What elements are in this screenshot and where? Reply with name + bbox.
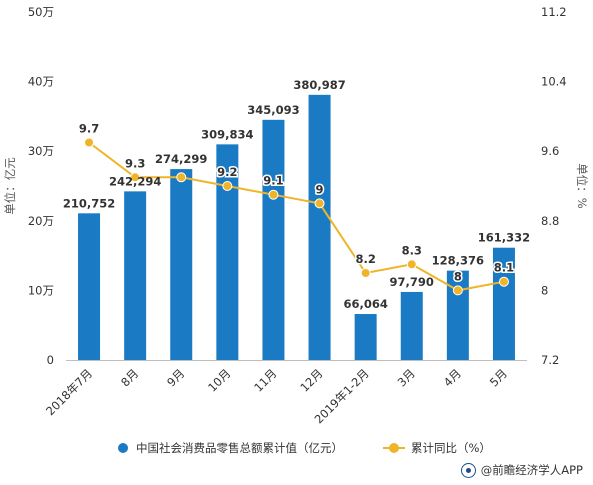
y-left-tick-label: 30万 bbox=[28, 144, 54, 158]
line-data-label: 8 bbox=[454, 269, 462, 283]
line-point bbox=[406, 259, 417, 270]
legend-bar-label: 中国社会消费品零售总额累计值（亿元） bbox=[136, 441, 343, 455]
bar-data-label: 66,064 bbox=[343, 297, 387, 311]
x-tick-label: 2018年7月 bbox=[43, 366, 95, 418]
legend-bar-swatch bbox=[118, 443, 128, 453]
bar-data-label: 345,093 bbox=[247, 103, 299, 117]
x-tick-label: 10月 bbox=[205, 366, 233, 394]
bar-data-label: 128,376 bbox=[432, 254, 484, 268]
y-right-tick-label: 11.2 bbox=[541, 5, 567, 19]
bar-data-label: 97,790 bbox=[390, 275, 434, 289]
bar bbox=[354, 314, 377, 360]
y-right-axis-title: 单位：% bbox=[575, 163, 589, 208]
x-tick-label: 4月 bbox=[441, 366, 464, 389]
bar bbox=[400, 291, 423, 360]
bar bbox=[170, 169, 193, 360]
line-data-label: 9.1 bbox=[263, 174, 283, 188]
y-right-tick-label: 9.6 bbox=[541, 144, 559, 158]
y-left-tick-label: 20万 bbox=[28, 214, 54, 228]
bar bbox=[492, 247, 515, 360]
bar-data-label: 242,294 bbox=[109, 174, 161, 188]
bar bbox=[446, 270, 469, 360]
y-left-tick-label: 50万 bbox=[28, 5, 54, 19]
y-left-tick-label: 40万 bbox=[28, 75, 54, 89]
line-point bbox=[360, 268, 371, 278]
bar bbox=[124, 191, 147, 360]
y-left-tick-label: 10万 bbox=[28, 283, 54, 297]
bar bbox=[308, 94, 331, 361]
bar bbox=[216, 144, 239, 360]
legend-item-line[interactable]: 累计同比（%） bbox=[383, 440, 491, 456]
line-data-label: 9.3 bbox=[125, 156, 145, 170]
line-point bbox=[452, 285, 463, 296]
y-left-axis-title: 单位：亿元 bbox=[3, 157, 17, 215]
line-point bbox=[222, 181, 233, 191]
line-point bbox=[176, 172, 187, 183]
line-data-label: 8.2 bbox=[355, 252, 375, 266]
line-point bbox=[130, 172, 141, 183]
bar-data-label: 274,299 bbox=[155, 152, 207, 166]
y-right-tick-label: 10.4 bbox=[541, 75, 567, 89]
bar bbox=[78, 213, 101, 360]
x-tick-label: 8月 bbox=[118, 366, 141, 389]
source-credit: @前瞻经济学人APP bbox=[460, 462, 583, 478]
line-point bbox=[498, 276, 509, 287]
x-tick-label: 11月 bbox=[251, 366, 279, 394]
bar-data-label: 380,987 bbox=[293, 78, 345, 92]
line-data-label: 9 bbox=[316, 182, 324, 196]
y-right-tick-label: 7.2 bbox=[541, 353, 559, 367]
line-data-label: 9.2 bbox=[217, 165, 237, 179]
x-tick-label: 12月 bbox=[297, 366, 325, 394]
line-series-path bbox=[88, 141, 505, 292]
brand-logo-icon bbox=[460, 462, 476, 478]
line-point bbox=[84, 137, 95, 148]
bar-data-label: 161,332 bbox=[478, 231, 530, 245]
bar bbox=[262, 119, 285, 360]
x-tick-label: 3月 bbox=[395, 366, 418, 389]
line-point bbox=[314, 198, 325, 209]
bar-data-label: 309,834 bbox=[201, 127, 253, 141]
x-tick-label: 9月 bbox=[164, 366, 187, 389]
legend-line-label: 累计同比（%） bbox=[411, 441, 491, 455]
line-point bbox=[268, 189, 279, 200]
legend: 中国社会消费品零售总额累计值（亿元） 累计同比（%） bbox=[118, 440, 531, 456]
y-right-tick-label: 8.8 bbox=[541, 214, 559, 228]
line-data-label: 8.1 bbox=[494, 261, 514, 275]
legend-item-bar[interactable]: 中国社会消费品零售总额累计值（亿元） bbox=[118, 440, 343, 456]
line-data-label: 8.3 bbox=[402, 243, 422, 257]
legend-line-swatch bbox=[383, 443, 405, 453]
y-left-tick-label: 0 bbox=[47, 353, 54, 367]
line-data-label: 9.7 bbox=[79, 122, 99, 136]
x-tick-label: 5月 bbox=[487, 366, 510, 389]
y-right-tick-label: 8 bbox=[541, 283, 548, 297]
bar-data-label: 210,752 bbox=[63, 196, 115, 210]
source-credit-text: @前瞻经济学人APP bbox=[480, 463, 583, 477]
